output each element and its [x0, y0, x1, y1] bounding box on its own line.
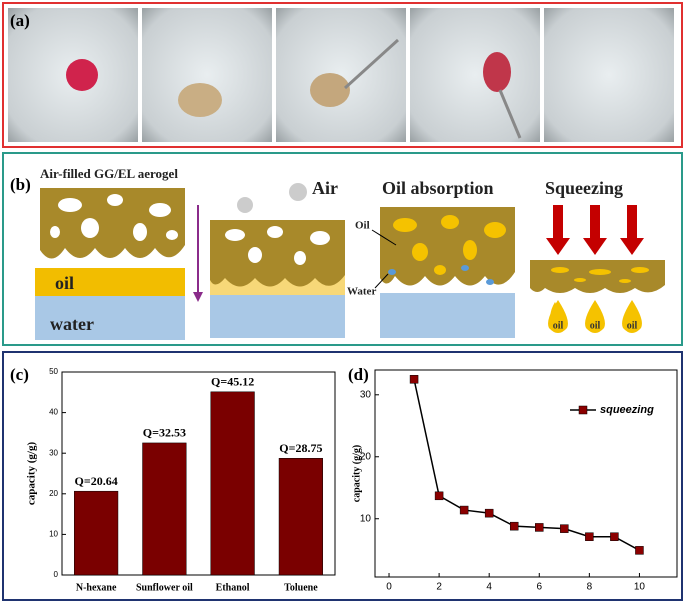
oil-pores: [393, 215, 506, 275]
y-tick-label: 50: [49, 367, 58, 376]
value-label: Q=28.75: [279, 441, 322, 455]
marker: [535, 523, 544, 532]
arrow: [193, 292, 203, 302]
marker: [434, 491, 444, 501]
y-tick-label: 30: [49, 448, 58, 457]
x-tick-label: 2: [436, 582, 442, 593]
y-axis-label: capacity (g/g): [26, 442, 38, 506]
diagram-label: oil: [55, 273, 74, 293]
value-label: Q=32.53: [143, 426, 186, 440]
diagram: [35, 183, 665, 340]
diagram-label: Oil absorption: [382, 178, 494, 198]
photo-detail: [66, 59, 98, 91]
x-tick-label: N-hexane: [76, 582, 117, 593]
oil-drop: [622, 300, 642, 333]
oil-pores: [551, 267, 649, 283]
marker: [484, 508, 494, 518]
panel-b-frame: [2, 152, 683, 346]
y-axis-label: capacity (g/g): [351, 445, 362, 503]
y-tick-label: 10: [360, 513, 372, 524]
bar: [210, 391, 255, 576]
y-tick-label: 20: [360, 451, 372, 462]
pointer: [374, 273, 389, 289]
x-tick-label: 8: [587, 582, 593, 593]
marker: [409, 375, 419, 384]
diagram-label: Air-filled GG/EL aerogel: [40, 166, 178, 181]
drop-label: oil: [627, 320, 638, 331]
bar: [74, 490, 119, 576]
bar: [142, 442, 187, 576]
bubble: [237, 197, 253, 213]
legend-label: squeezing: [600, 404, 654, 416]
panel-label: (c): [10, 365, 29, 384]
photo: [276, 8, 406, 142]
photo-detail: [343, 38, 400, 90]
diagram-label: Squeezing: [545, 178, 623, 198]
oil-drop: [585, 300, 605, 333]
oil-drop: [548, 300, 568, 333]
x-tick-label: Toluene: [284, 582, 318, 593]
diagram-label: Air: [312, 178, 338, 198]
photos: [8, 8, 674, 142]
photo-detail: [178, 83, 222, 117]
panel-a-frame: [2, 2, 683, 148]
x-tick-label: Sunflower oil: [136, 582, 193, 593]
marker: [560, 524, 569, 533]
drop-label: oil: [590, 320, 601, 331]
panel-label: (d): [348, 365, 369, 384]
squeezed-aerogel: [530, 260, 665, 293]
legend-marker: [578, 405, 588, 415]
panel-cd-frame: [2, 351, 683, 601]
water-layer: [35, 295, 185, 340]
photo-detail: [498, 89, 522, 139]
pointer: [371, 229, 397, 246]
line: [413, 379, 640, 552]
y-tick-label: 20: [49, 489, 58, 498]
diagram-label: water: [50, 314, 94, 334]
x-tick-label: 6: [536, 582, 542, 593]
photo: [142, 8, 272, 142]
panel-label: (b): [10, 175, 31, 194]
drop-label: oil: [553, 320, 564, 331]
y-tick-label: 10: [49, 530, 58, 539]
y-tick-label: 40: [49, 408, 58, 417]
water-pores: [388, 265, 494, 285]
squeeze-arrows: [546, 205, 644, 255]
bar: [278, 458, 323, 576]
water-layer: [380, 293, 515, 338]
plot-frame: [374, 369, 678, 578]
x-tick-label: Ethanol: [216, 582, 250, 593]
x-tick-label: 0: [386, 582, 392, 593]
diagram-label: Oil: [355, 220, 370, 232]
marker: [585, 532, 594, 541]
value-label: Q=45.12: [211, 375, 254, 389]
bubble: [289, 183, 307, 201]
photo-detail: [483, 52, 511, 92]
panel-label: (a): [10, 11, 30, 30]
x-tick-label: 10: [634, 582, 646, 593]
marker: [459, 505, 469, 515]
water-layer: [210, 293, 345, 338]
photo: [544, 8, 674, 142]
photo-detail: [310, 73, 350, 107]
marker: [610, 532, 619, 541]
oil-layer: [35, 268, 185, 296]
marker: [635, 546, 644, 555]
marker: [509, 521, 519, 531]
pores: [225, 226, 330, 265]
photo: [410, 8, 540, 142]
y-tick-label: 30: [360, 389, 372, 400]
value-label: Q=20.64: [75, 474, 118, 488]
plot-frame: [61, 371, 336, 576]
diagram-label: Water: [347, 286, 376, 298]
y-tick-label: 0: [54, 570, 59, 579]
x-tick-label: 4: [486, 582, 492, 593]
pores: [50, 194, 178, 241]
